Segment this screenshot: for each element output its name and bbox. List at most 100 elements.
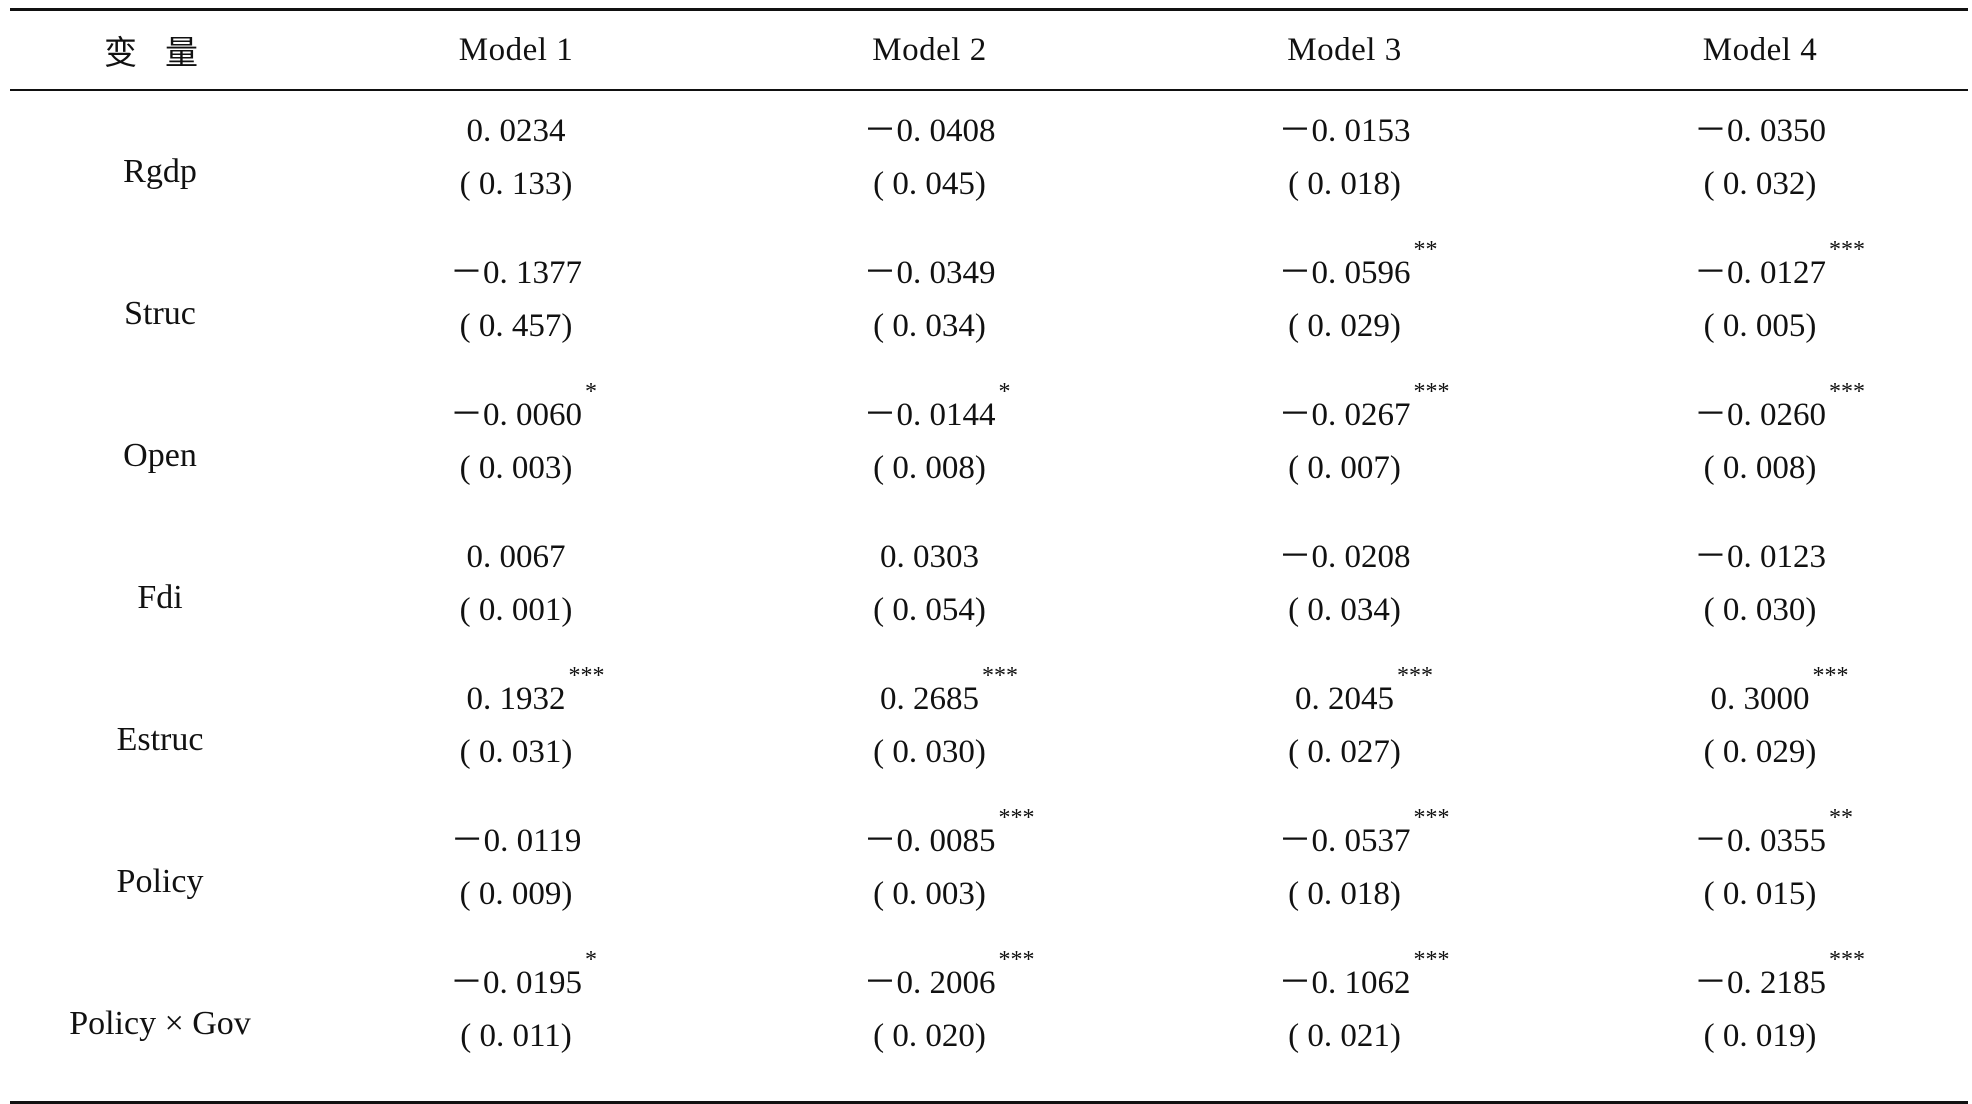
model-3-cell: －0. 1062 *** ( 0. 021) [1137,948,1552,1099]
standard-error: ( 0. 008) [1703,450,1817,486]
coefficient-value: 0. 2045 *** [1295,664,1433,725]
coefficient-text: －0. 0144 [863,397,996,433]
variable-name: Policy × Gov [69,1005,251,1042]
model-3-column-header: Model 3 [1287,31,1402,68]
standard-error: ( 0. 045) [873,166,986,202]
coefficient-value: －0. 0260 *** [1694,380,1865,441]
coefficient-value: －0. 0349 [864,247,996,299]
coefficient-text: －0. 0123 [1694,539,1826,575]
significance-stars: *** [1829,947,1865,973]
model-3-cell: －0. 0153 ( 0. 018) [1137,105,1552,247]
coefficient-value: 0. 1932 *** [467,664,605,725]
coefficient-value: －0. 1062 *** [1278,948,1450,1009]
coefficient-text: －0. 0153 [1278,113,1411,149]
coefficient-value: －0. 0208 [1279,531,1411,583]
coefficient-text: －0. 0127 [1694,255,1826,291]
model-3-cell: －0. 0596 ** ( 0. 029) [1137,238,1552,389]
standard-error: ( 0. 015) [1703,876,1817,912]
significance-stars: *** [1829,237,1865,263]
standard-error: ( 0. 133) [459,166,573,202]
coefficient-value: －0. 0596 ** [1278,238,1438,299]
significance-stars: ** [1413,237,1438,263]
model-2-cell: －0. 0144 * ( 0. 008) [722,380,1137,531]
coefficient-text: 0. 2045 [1295,681,1394,717]
coefficient-value: －0. 0537 *** [1278,806,1450,867]
standard-error: ( 0. 034) [873,308,986,344]
coefficient-value: －0. 0085 *** [864,806,1035,867]
model-4-cell: －0. 0260 *** ( 0. 008) [1552,380,1968,531]
standard-error: ( 0. 009) [459,876,573,912]
coefficient-text: －0. 0267 [1278,397,1411,433]
coefficient-value: －0. 0355 ** [1694,806,1853,867]
coefficient-value: 0. 0234 [467,105,566,157]
significance-stars: * [998,379,1011,405]
coefficient-value: －0. 0144 * [863,380,1011,441]
table-top-rule [10,8,1968,11]
coefficient-value: 0. 0303 [880,531,979,583]
standard-error: ( 0. 030) [873,734,986,770]
model-4-cell: －0. 0355 ** ( 0. 015) [1552,806,1968,957]
significance-stars: *** [568,663,605,689]
model-2-column-header: Model 2 [872,31,987,68]
table-header-rule [10,89,1968,91]
model-3-cell: －0. 0537 *** ( 0. 018) [1137,806,1552,957]
standard-error: ( 0. 001) [459,592,573,628]
coefficient-text: －0. 0260 [1694,397,1826,433]
model-1-cell: －0. 0060 * ( 0. 003) [310,380,722,531]
coefficient-value: 0. 3000 *** [1711,664,1849,725]
model-2-cell: －0. 0349 ( 0. 034) [722,247,1137,389]
variable-name: Rgdp [123,153,197,190]
coefficient-value: －0. 2006 *** [863,948,1035,1009]
coefficient-text: －0. 2006 [863,965,996,1001]
coefficient-text: －0. 0596 [1278,255,1411,291]
standard-error: ( 0. 020) [873,1018,986,1054]
significance-stars: ** [1829,805,1853,831]
coefficient-text: －0. 0119 [450,823,582,859]
standard-error: ( 0. 034) [1288,592,1401,628]
coefficient-text: 0. 0234 [466,113,566,149]
standard-error: ( 0. 007) [1288,450,1401,486]
table-row: Estruc 0. 1932 ***( 0. 031) 0. 2685 ***( 0. … [10,664,1968,815]
significance-stars: *** [1812,663,1849,689]
standard-error: ( 0. 032) [1703,166,1817,202]
model-3-cell: －0. 0267 *** ( 0. 007) [1137,380,1552,531]
model-2-cell: 0. 0303 ( 0. 054) [722,531,1137,673]
coefficient-text: －0. 1377 [450,255,582,291]
variable-name: Policy [116,863,204,900]
standard-error: ( 0. 021) [1288,1018,1401,1054]
coefficient-value: 0. 0067 [467,531,566,583]
table-body: Rgdp 0. 0234 ( 0. 133) －0. 0408 ( 0. 045) －0.… [10,91,1968,1101]
coefficient-value: －0. 0153 [1279,105,1411,157]
coefficient-text: －0. 0195 [450,965,582,1001]
coefficient-value: －0. 0408 [864,105,996,157]
significance-stars: *** [1413,805,1450,831]
significance-stars: *** [1397,663,1433,689]
coefficient-text: 0. 2685 [880,681,979,717]
coefficient-text: －0. 0537 [1278,823,1411,859]
table-header-row: 变量 Model 1 Model 2 Model 3 Model 4 [10,11,1968,89]
standard-error: ( 0. 018) [1288,166,1401,202]
coefficient-value: －0. 0350 [1694,105,1826,157]
regression-table: 变量 Model 1 Model 2 Model 3 Model 4 Rgdp 0… [10,8,1968,1104]
table-row: Fdi 0. 0067 ( 0. 001) 0. 0303 ( 0. 054) －0. 0… [10,531,1968,673]
coefficient-text: －0. 2185 [1694,965,1826,1001]
coefficient-value: －0. 1377 [450,247,582,299]
coefficient-value: 0. 2685 *** [880,664,1018,725]
standard-error: ( 0. 003) [873,876,986,912]
standard-error: ( 0. 003) [459,450,573,486]
coefficient-value: －0. 0123 [1694,531,1826,583]
model-2-cell: －0. 2006 *** ( 0. 020) [722,948,1137,1099]
standard-error: ( 0. 030) [1703,592,1817,628]
table-row: Struc －0. 1377( 0. 457) －0. 0349( 0. 034) －… [10,238,1968,389]
standard-error: ( 0. 011) [460,1018,572,1054]
model-4-cell: 0. 3000 *** ( 0. 029) [1552,664,1968,815]
coefficient-text: －0. 0208 [1278,539,1411,575]
model-1-cell: 0. 1932 *** ( 0. 031) [310,664,722,815]
significance-stars: * [585,379,597,405]
significance-stars: *** [998,947,1035,973]
standard-error: ( 0. 018) [1288,876,1401,912]
standard-error: ( 0. 031) [459,734,573,770]
coefficient-text: －0. 0355 [1694,823,1826,859]
coefficient-text: －0. 1062 [1278,965,1411,1001]
table-row: Policy × Gov －0. 0195 *( 0. 011) －0. 2006 **… [10,948,1968,1099]
